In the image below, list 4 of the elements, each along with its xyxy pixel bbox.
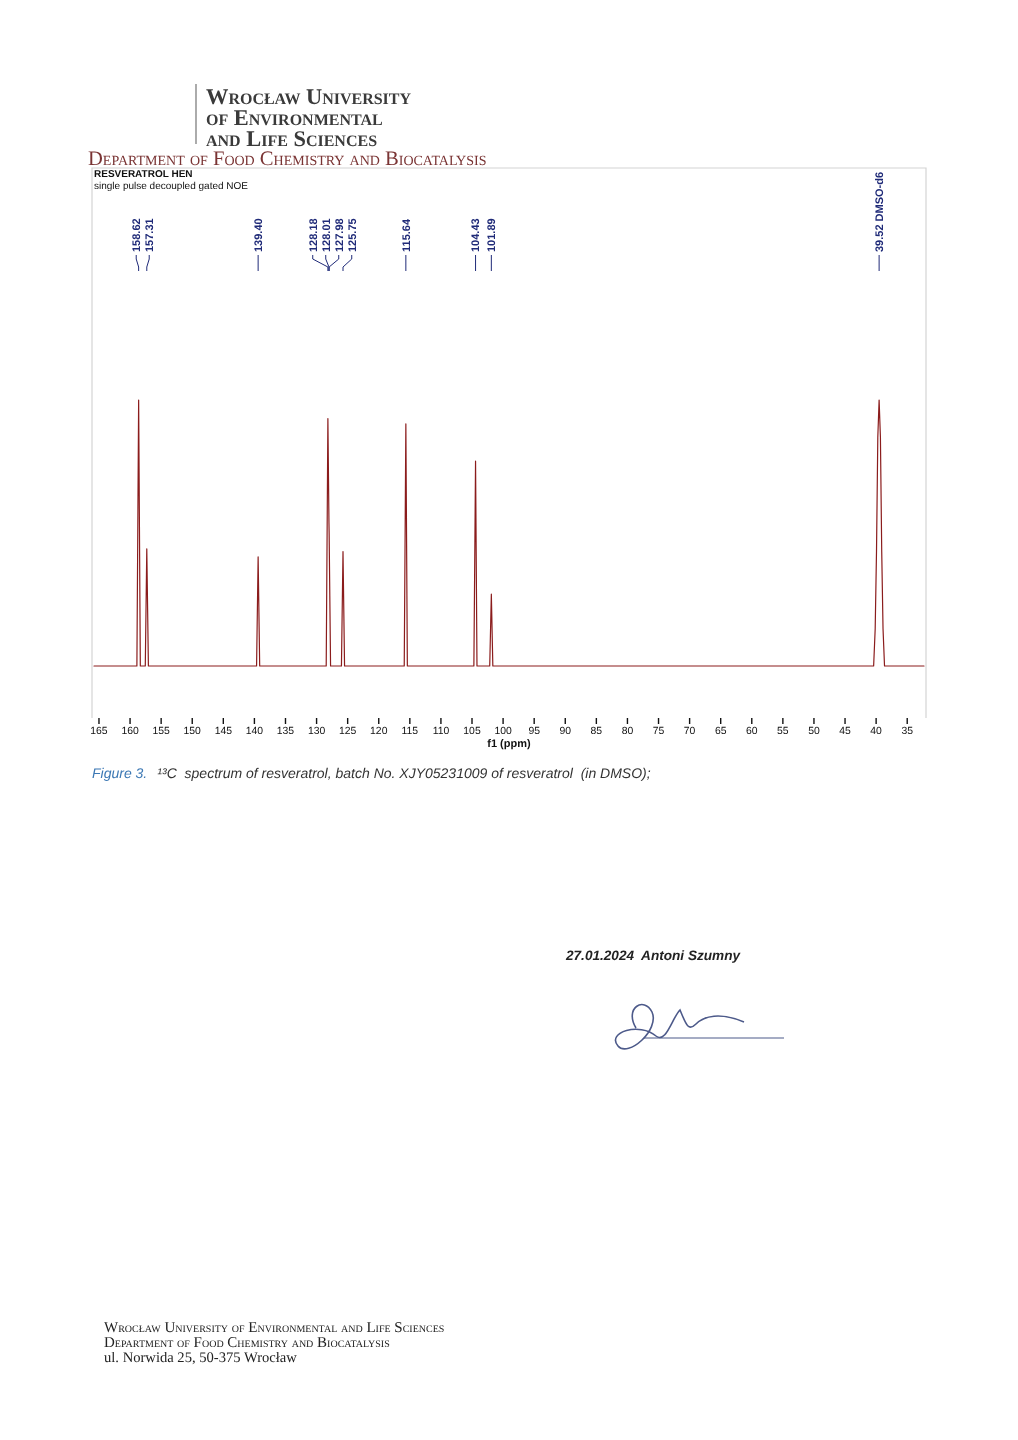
text: of Environmental bbox=[206, 107, 383, 131]
text: and Life Sciences bbox=[206, 128, 379, 152]
text: Wrocław University bbox=[206, 86, 412, 110]
text: Department of Food Chemistry and Biocatalysis bbox=[88, 149, 487, 171]
